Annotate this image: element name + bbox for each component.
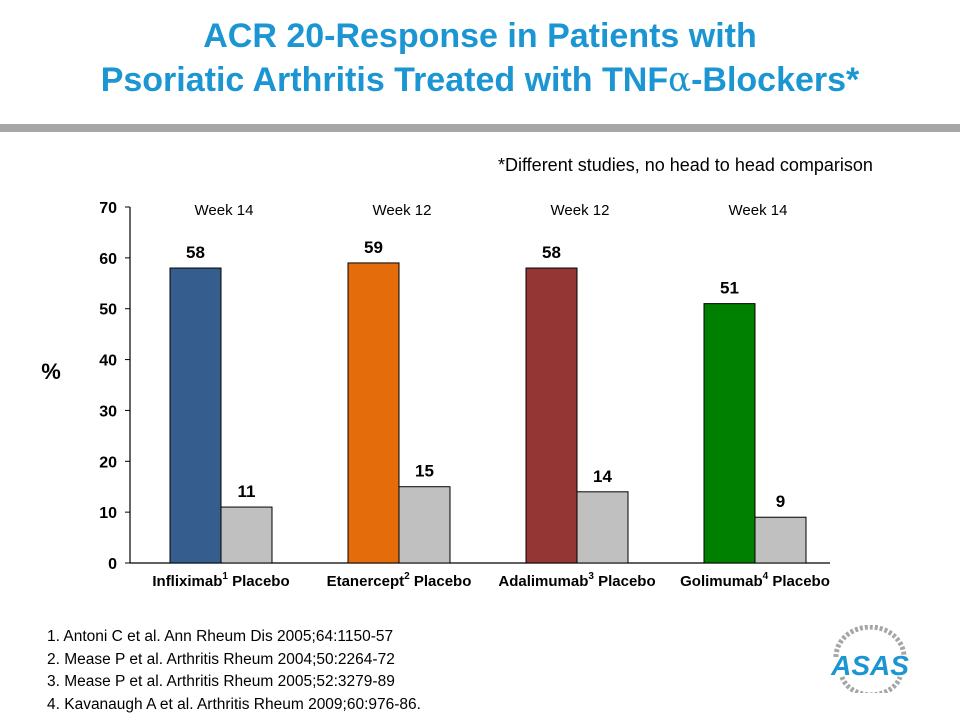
category-label-adalimumab: Adalimumab3 Placebo [498, 571, 655, 590]
y-tick-label: 60 [99, 251, 117, 268]
y-tick-label: 30 [99, 403, 117, 420]
data-label-placebo-adalimumab: 14 [593, 467, 612, 486]
y-tick-label: 70 [99, 200, 117, 217]
title-line-2-prefix: Psoriatic Arthritis Treated with TNF [100, 61, 669, 99]
category-label-infliximab: Infliximab1 Placebo [152, 571, 289, 590]
bar-placebo-infliximab [220, 506, 273, 564]
bar-placebo-etanercept [398, 486, 451, 564]
y-tick-label: 20 [99, 454, 117, 471]
week-label-golimumab: Week 14 [729, 202, 788, 219]
y-tick-label: 50 [99, 302, 117, 319]
title-alpha-symbol: α [668, 60, 692, 100]
title-line-2: Psoriatic Arthritis Treated with TNFα-Bl… [0, 58, 960, 102]
title-line-1: ACR 20-Response in Patients with [203, 17, 757, 55]
bar-placebo-golimumab [754, 516, 807, 564]
reference-2: 2. Mease P et al. Arthritis Rheum 2004;5… [47, 650, 395, 668]
data-label-adalimumab: 58 [542, 243, 561, 262]
references-list: 1. Antoni C et al. Ann Rheum Dis 2005;64… [47, 626, 421, 716]
title-line-2-suffix: -Blockers* [691, 61, 860, 99]
data-label-placebo-etanercept: 15 [415, 462, 434, 481]
bar-placebo-adalimumab [576, 491, 629, 564]
comparison-note: *Different studies, no head to head comp… [498, 155, 873, 175]
category-label-etanercept: Etanercept2 Placebo [327, 571, 472, 590]
week-label-infliximab: Week 14 [195, 202, 254, 219]
data-label-etanercept: 59 [364, 238, 383, 257]
logo-ring-icon [833, 625, 907, 693]
data-label-placebo-infliximab: 11 [238, 482, 256, 501]
slide-title: ACR 20-Response in Patients with Psoriat… [0, 14, 960, 102]
bar-chart: 0 10 20 30 40 50 60 70% 58 11 Week 14 Infliximab1 P… [41, 200, 830, 590]
data-label-infliximab: 58 [186, 243, 205, 262]
asas-logo: ASAS [830, 625, 909, 693]
bar-infliximab [169, 267, 222, 564]
y-tick-label: 10 [99, 505, 117, 522]
title-divider [0, 124, 960, 132]
reference-4: 4. Kavanaugh A et al. Arthritis Rheum 20… [47, 695, 421, 713]
bar-etanercept [347, 262, 400, 564]
week-label-etanercept: Week 12 [373, 202, 432, 219]
data-label-golimumab: 51 [720, 279, 739, 298]
y-tick-label: 40 [99, 353, 117, 370]
y-tick-label: 0 [108, 556, 117, 573]
week-label-adalimumab: Week 12 [551, 202, 610, 219]
y-axis-label: % [41, 359, 61, 384]
data-label-placebo-golimumab: 9 [776, 492, 785, 511]
logo-text: ASAS [830, 650, 909, 681]
bar-adalimumab [525, 267, 578, 564]
reference-1: 1. Antoni C et al. Ann Rheum Dis 2005;64… [47, 628, 394, 645]
reference-3: 3. Mease P et al. Arthritis Rheum 2005;5… [47, 673, 395, 690]
bar-golimumab [703, 303, 756, 564]
category-label-golimumab: Golimumab4 Placebo [680, 571, 830, 590]
